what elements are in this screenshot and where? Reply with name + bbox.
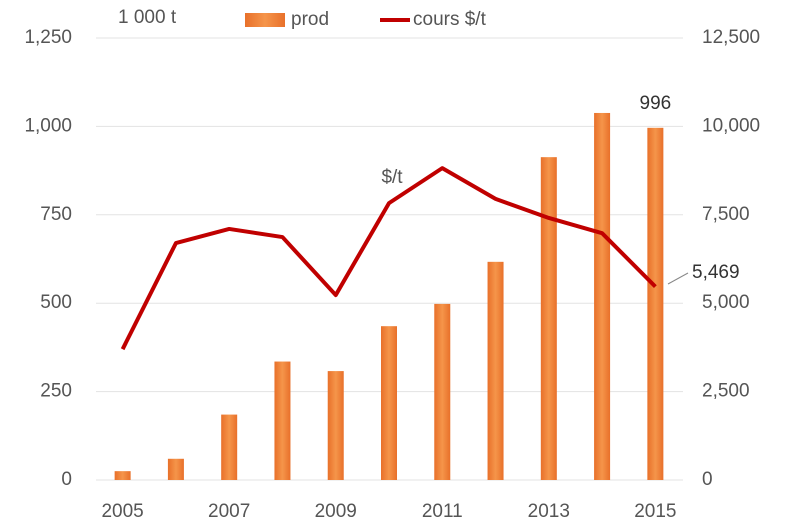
x-tick-label: 2007 (208, 501, 250, 522)
y2-tick-label: 12,500 (702, 27, 760, 48)
y-tick-label: 0 (61, 469, 72, 490)
x-tick-label: 2005 (101, 501, 143, 522)
data-label: 5,469 (692, 262, 740, 283)
bar (114, 471, 131, 480)
bar (487, 261, 504, 480)
y-tick-label: 250 (40, 381, 72, 402)
y-tick-label: 500 (40, 292, 72, 313)
x-tick-label: 2011 (422, 501, 463, 522)
x-tick-label: 2013 (528, 501, 570, 522)
bar (327, 371, 344, 480)
legend-label: prod (291, 9, 329, 30)
bar (221, 414, 238, 480)
legend-swatch (245, 13, 285, 27)
y-tick-label: 750 (40, 204, 72, 225)
unit-annotation: 1 000 t (118, 7, 177, 28)
y2-tick-label: 7,500 (702, 204, 750, 225)
y2-tick-label: 2,500 (702, 381, 750, 402)
line (120, 166, 657, 351)
y2-tick-label: 5,000 (702, 292, 750, 313)
y2-tick-label: 0 (702, 469, 713, 490)
x-tick-label: 2015 (634, 501, 676, 522)
bar (167, 458, 184, 480)
bar (647, 127, 664, 481)
data-label: 996 (640, 93, 672, 114)
y-tick-label: 1,000 (24, 115, 72, 136)
bar (594, 112, 611, 481)
y2-tick-label: 10,000 (702, 115, 760, 136)
bar (434, 303, 451, 480)
y-tick-label: 1,250 (24, 27, 72, 48)
bar (381, 326, 397, 480)
line-annotation: $/t (381, 167, 403, 188)
legend-label: cours $/t (413, 9, 487, 30)
bar (274, 361, 291, 480)
x-tick-label: 2009 (315, 501, 357, 522)
label-connector (667, 272, 689, 285)
bar (540, 157, 557, 480)
